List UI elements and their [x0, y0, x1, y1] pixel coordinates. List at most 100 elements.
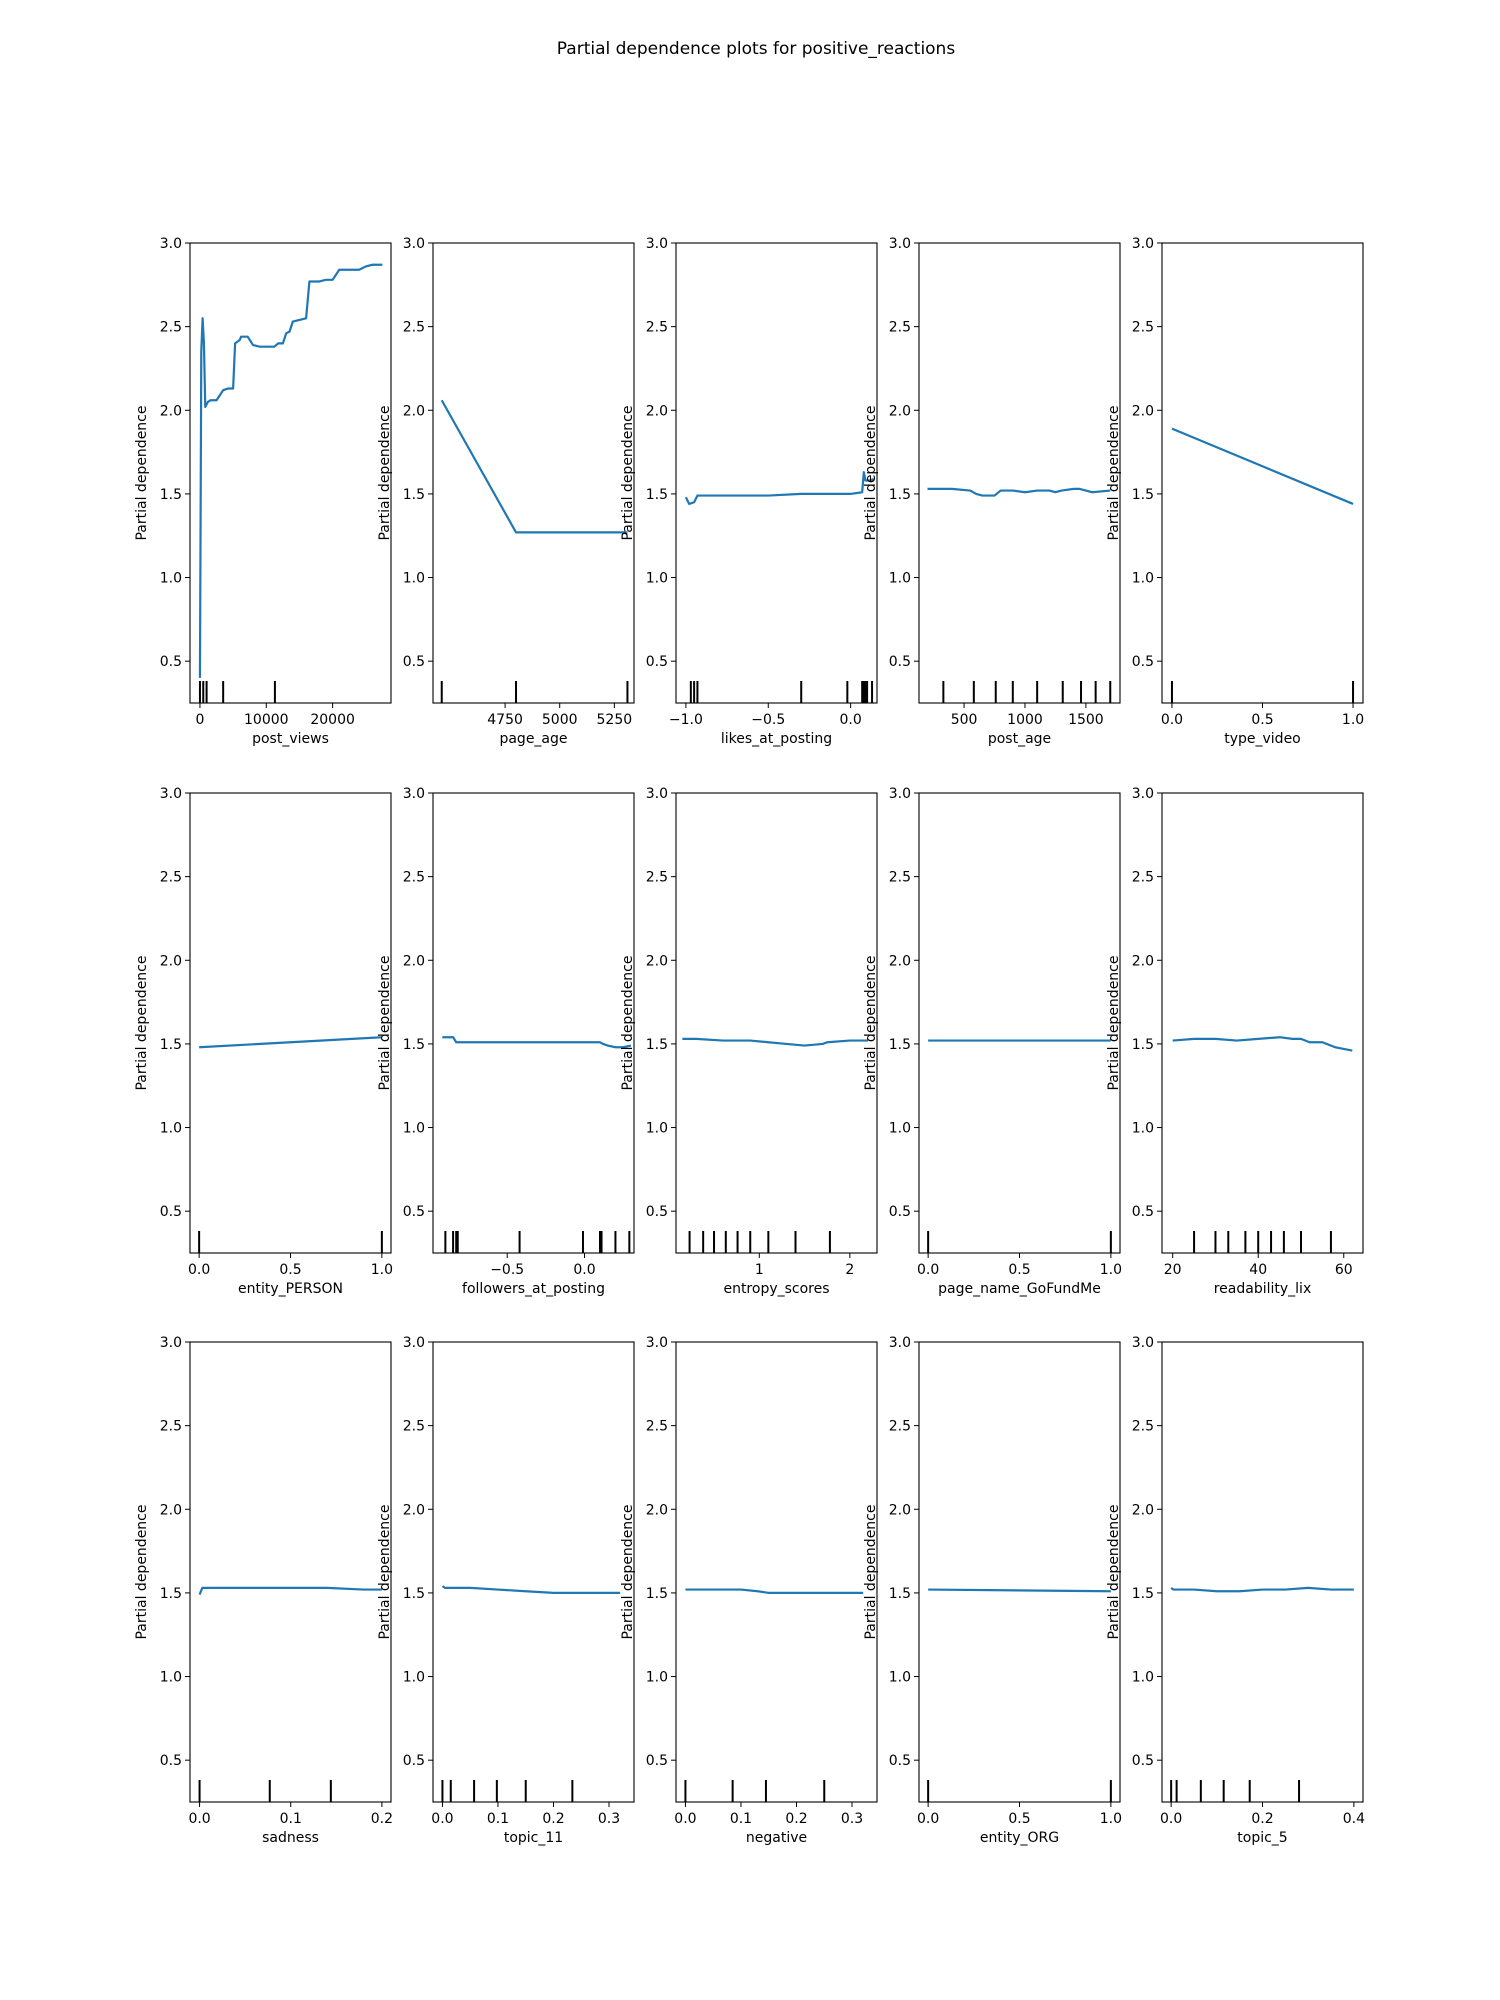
y-tick-label: 0.5 — [646, 654, 668, 670]
x-axis-label: negative — [746, 1830, 807, 1846]
y-axis-label: Partial dependence — [1106, 405, 1122, 540]
y-tick-label: 2.0 — [1132, 1502, 1154, 1518]
y-tick-label: 2.0 — [1132, 953, 1154, 969]
y-tick-label: 2.0 — [646, 403, 668, 419]
partial-dependence-line — [198, 263, 383, 678]
partial-dependence-line — [199, 1036, 382, 1049]
x-axis-label: likes_at_posting — [721, 731, 832, 747]
x-tick-label: −0.5 — [490, 1262, 524, 1278]
x-tick-label: −0.5 — [751, 712, 785, 728]
plot-frame — [918, 1341, 1121, 1803]
pd-panel-negative: 0.5 1.0 1.5 2.0 2.5 3.0 0.0 0.1 0.2 0.3 negative Pa… — [620, 1335, 878, 1846]
y-tick-label: 2.5 — [889, 320, 911, 336]
y-tick-label: 1.5 — [1132, 1037, 1154, 1053]
y-tick-label: 1.0 — [403, 1670, 425, 1686]
y-tick-label: 0.5 — [646, 1204, 668, 1220]
y-tick-label: 1.0 — [889, 571, 911, 587]
plot-frame — [1161, 242, 1364, 704]
y-tick-label: 1.5 — [1132, 1586, 1154, 1602]
y-tick-label: 1.5 — [889, 1586, 911, 1602]
partial-dependence-line — [440, 399, 628, 534]
y-tick-label: 2.0 — [889, 403, 911, 419]
y-tick-label: 2.5 — [1132, 870, 1154, 886]
y-tick-label: 2.5 — [403, 1419, 425, 1435]
x-tick-label: 5250 — [597, 712, 633, 728]
x-tick-label: 1000 — [1007, 712, 1043, 728]
y-axis-label: Partial dependence — [377, 955, 393, 1090]
plot-frame — [675, 792, 878, 1254]
pd-panel-post_age: 0.5 1.0 1.5 2.0 2.5 3.0 500 1000 1500 post_age Par… — [863, 236, 1121, 747]
y-tick-label: 0.5 — [889, 1204, 911, 1220]
x-axis-label: type_video — [1224, 731, 1301, 747]
y-tick-label: 1.0 — [1132, 1121, 1154, 1137]
x-tick-label: 0.0 — [674, 1811, 696, 1827]
x-tick-label: 0.0 — [431, 1811, 453, 1827]
y-tick-label: 2.0 — [1132, 403, 1154, 419]
x-tick-label: 0.2 — [1251, 1811, 1273, 1827]
y-tick-label: 0.5 — [403, 654, 425, 670]
y-axis-label: Partial dependence — [863, 1504, 879, 1639]
y-tick-label: 1.0 — [889, 1670, 911, 1686]
x-tick-label: 0.5 — [1008, 1262, 1030, 1278]
x-axis-label: topic_5 — [1237, 1830, 1287, 1846]
x-tick-label: 60 — [1335, 1262, 1353, 1278]
y-tick-label: 2.5 — [403, 870, 425, 886]
x-tick-label: 5000 — [542, 712, 578, 728]
y-axis-label: Partial dependence — [863, 405, 879, 540]
y-tick-label: 2.5 — [1132, 1419, 1154, 1435]
x-tick-label: 0.3 — [841, 1811, 863, 1827]
plot-frame — [189, 242, 392, 704]
y-axis-label: Partial dependence — [377, 405, 393, 540]
y-tick-label: 3.0 — [1132, 236, 1154, 252]
partial-dependence-line — [684, 471, 875, 506]
y-tick-label: 2.0 — [646, 953, 668, 969]
y-tick-label: 0.5 — [889, 1753, 911, 1769]
x-tick-label: 1.0 — [1100, 1262, 1122, 1278]
pd-panel-post_views: 0.5 1.0 1.5 2.0 2.5 3.0 0 10000 20000 post_views P… — [134, 236, 392, 747]
x-tick-label: 0 — [195, 712, 204, 728]
y-tick-label: 1.0 — [160, 1121, 182, 1137]
x-tick-label: −1.0 — [669, 712, 703, 728]
x-axis-label: page_name_GoFundMe — [938, 1281, 1101, 1297]
y-tick-label: 1.5 — [646, 1037, 668, 1053]
y-axis-label: Partial dependence — [134, 955, 150, 1090]
y-tick-label: 1.5 — [646, 487, 668, 503]
x-tick-label: 1.0 — [371, 1262, 393, 1278]
y-tick-label: 3.0 — [889, 1335, 911, 1351]
y-tick-label: 3.0 — [646, 786, 668, 802]
y-axis-label: Partial dependence — [620, 405, 636, 540]
y-tick-label: 2.5 — [160, 1419, 182, 1435]
y-tick-label: 3.0 — [1132, 1335, 1154, 1351]
x-tick-label: 1.0 — [1342, 712, 1364, 728]
y-tick-label: 0.5 — [889, 654, 911, 670]
pd-panel-likes_at_posting: 0.5 1.0 1.5 2.0 2.5 3.0 −1.0 −0.5 0.0 likes_at_po… — [620, 236, 878, 747]
x-tick-label: 500 — [951, 712, 978, 728]
y-tick-label: 0.5 — [403, 1753, 425, 1769]
y-tick-label: 1.0 — [646, 571, 668, 587]
y-tick-label: 3.0 — [403, 786, 425, 802]
x-axis-label: page_age — [499, 731, 567, 747]
pd-panel-type_video: 0.5 1.0 1.5 2.0 2.5 3.0 0.0 0.5 1.0 type_video Par… — [1106, 236, 1364, 747]
y-tick-label: 1.5 — [403, 487, 425, 503]
plot-frame — [675, 1341, 878, 1803]
x-tick-label: 10000 — [244, 712, 289, 728]
y-tick-label: 3.0 — [160, 786, 182, 802]
x-axis-label: readability_lix — [1214, 1281, 1312, 1297]
y-tick-label: 1.0 — [403, 571, 425, 587]
y-axis-label: Partial dependence — [134, 1504, 150, 1639]
y-tick-label: 0.5 — [160, 1204, 182, 1220]
y-tick-label: 2.5 — [646, 1419, 668, 1435]
y-tick-label: 1.0 — [889, 1121, 911, 1137]
y-tick-label: 2.5 — [646, 320, 668, 336]
y-tick-label: 1.5 — [889, 487, 911, 503]
x-tick-label: 40 — [1249, 1262, 1267, 1278]
y-axis-label: Partial dependence — [377, 1504, 393, 1639]
x-tick-label: 0.0 — [917, 1811, 939, 1827]
pd-panel-entity_ORG: 0.5 1.0 1.5 2.0 2.5 3.0 0.0 0.5 1.0 entity_ORG Par… — [863, 1335, 1122, 1846]
y-tick-label: 1.5 — [889, 1037, 911, 1053]
x-tick-label: 0.5 — [1008, 1811, 1030, 1827]
pd-panel-sadness: 0.5 1.0 1.5 2.0 2.5 3.0 0.0 0.1 0.2 sadness Partia… — [134, 1335, 393, 1846]
x-tick-label: 0.0 — [840, 712, 862, 728]
y-tick-label: 1.5 — [403, 1037, 425, 1053]
